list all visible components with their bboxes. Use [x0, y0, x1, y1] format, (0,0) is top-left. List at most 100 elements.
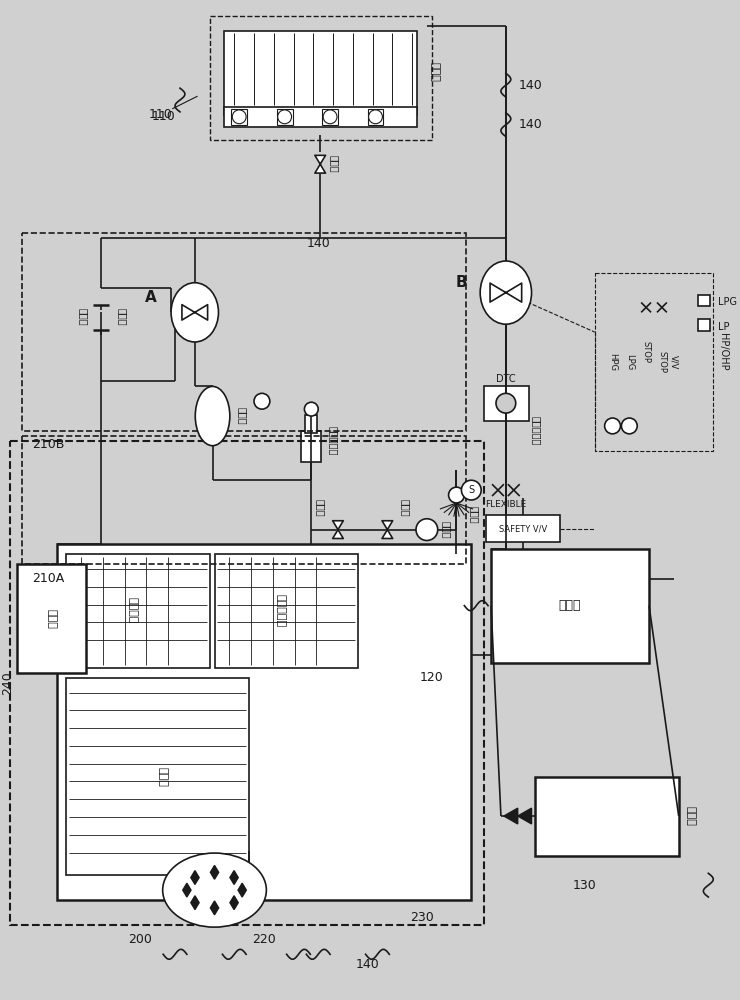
Polygon shape — [195, 305, 208, 320]
Text: V/V: V/V — [669, 355, 679, 369]
Bar — [22, 436, 466, 564]
Circle shape — [622, 418, 637, 434]
Polygon shape — [230, 896, 238, 910]
Text: STOP: STOP — [642, 341, 650, 363]
Text: A: A — [144, 290, 156, 305]
Ellipse shape — [163, 853, 266, 927]
Bar — [491, 549, 649, 663]
Polygon shape — [314, 155, 326, 164]
Polygon shape — [490, 283, 506, 302]
Circle shape — [232, 110, 246, 124]
Text: 接收筱: 接收筱 — [238, 407, 247, 425]
Text: LP: LP — [719, 322, 730, 332]
Polygon shape — [230, 871, 238, 884]
Bar — [232, 109, 247, 125]
Circle shape — [254, 393, 270, 409]
Polygon shape — [238, 883, 246, 897]
Bar — [209, 16, 432, 140]
Text: LPG: LPG — [625, 354, 634, 370]
Text: 膨胀鄀: 膨胀鄀 — [442, 521, 451, 538]
Bar — [322, 109, 338, 125]
Circle shape — [369, 110, 383, 124]
Circle shape — [323, 110, 337, 124]
Bar — [486, 515, 560, 542]
Ellipse shape — [171, 283, 218, 342]
Bar — [215, 554, 357, 668]
Text: 210B: 210B — [32, 438, 64, 451]
Text: HP/OHP: HP/OHP — [719, 333, 728, 371]
Text: 220: 220 — [252, 933, 276, 946]
Text: 止逆鄀: 止逆鄀 — [315, 499, 325, 517]
Bar — [301, 431, 321, 462]
Polygon shape — [518, 808, 531, 824]
Bar — [277, 109, 292, 125]
Circle shape — [278, 110, 292, 124]
Polygon shape — [382, 530, 393, 539]
Text: B: B — [456, 275, 467, 290]
Text: 140: 140 — [306, 237, 330, 250]
Text: 再加热器: 再加热器 — [127, 597, 138, 624]
Polygon shape — [333, 521, 343, 530]
Text: 止逆鄀: 止逆鄀 — [329, 155, 339, 173]
Ellipse shape — [195, 386, 230, 446]
Text: 蕊发鄀: 蕊发鄀 — [469, 506, 480, 524]
Polygon shape — [210, 865, 219, 879]
Text: S: S — [468, 485, 474, 495]
Text: 辅助加热器: 辅助加热器 — [276, 594, 286, 627]
Text: 240: 240 — [1, 671, 13, 695]
Bar — [10, 441, 484, 925]
Text: 加湿器: 加湿器 — [47, 609, 56, 628]
Circle shape — [416, 519, 438, 540]
Text: 止逆鄀: 止逆鄀 — [400, 499, 410, 517]
Text: 压缩机: 压缩机 — [559, 599, 582, 612]
Circle shape — [605, 418, 620, 434]
Text: 干式过滤器: 干式过滤器 — [328, 426, 338, 455]
Text: 液体注入线: 液体注入线 — [531, 416, 542, 446]
Circle shape — [462, 480, 481, 500]
Bar — [536, 777, 679, 856]
Polygon shape — [191, 871, 199, 884]
Circle shape — [496, 393, 516, 413]
Bar — [17, 564, 86, 673]
Text: 截止阀: 截止阀 — [78, 308, 88, 326]
Bar — [699, 295, 710, 306]
Text: 冷凝器: 冷凝器 — [430, 62, 440, 82]
Text: STOP: STOP — [657, 351, 667, 373]
Bar — [368, 109, 383, 125]
Text: FLEXIBLE: FLEXIBLE — [485, 500, 526, 509]
Polygon shape — [191, 896, 199, 910]
Text: 210A: 210A — [32, 572, 64, 585]
Text: 140: 140 — [356, 958, 380, 971]
Text: 蕊发器: 蕊发器 — [157, 767, 167, 786]
Text: HPG: HPG — [608, 353, 617, 371]
Circle shape — [448, 487, 465, 503]
Circle shape — [304, 402, 318, 416]
Polygon shape — [382, 521, 393, 530]
Bar — [56, 544, 471, 900]
Bar — [67, 678, 249, 875]
Polygon shape — [314, 164, 326, 173]
Text: 200: 200 — [129, 933, 152, 946]
Polygon shape — [210, 901, 219, 915]
Bar — [67, 554, 209, 668]
Bar — [224, 31, 417, 115]
Bar — [484, 386, 528, 421]
Text: 110: 110 — [151, 110, 175, 123]
Text: 截止阀: 截止阀 — [118, 308, 128, 326]
Bar — [22, 233, 466, 431]
Text: 230: 230 — [410, 911, 434, 924]
Polygon shape — [333, 530, 343, 539]
Bar — [595, 273, 713, 451]
Text: 110: 110 — [148, 108, 172, 121]
Text: LPG: LPG — [719, 297, 737, 307]
Polygon shape — [504, 808, 518, 824]
Polygon shape — [183, 883, 191, 897]
Polygon shape — [506, 283, 522, 302]
Polygon shape — [182, 305, 195, 320]
Text: 130: 130 — [573, 879, 596, 892]
Bar — [306, 415, 317, 433]
Text: SAFETY V/V: SAFETY V/V — [499, 524, 547, 533]
Bar — [224, 107, 417, 127]
Text: 140: 140 — [519, 79, 542, 92]
Text: 140: 140 — [519, 118, 542, 131]
